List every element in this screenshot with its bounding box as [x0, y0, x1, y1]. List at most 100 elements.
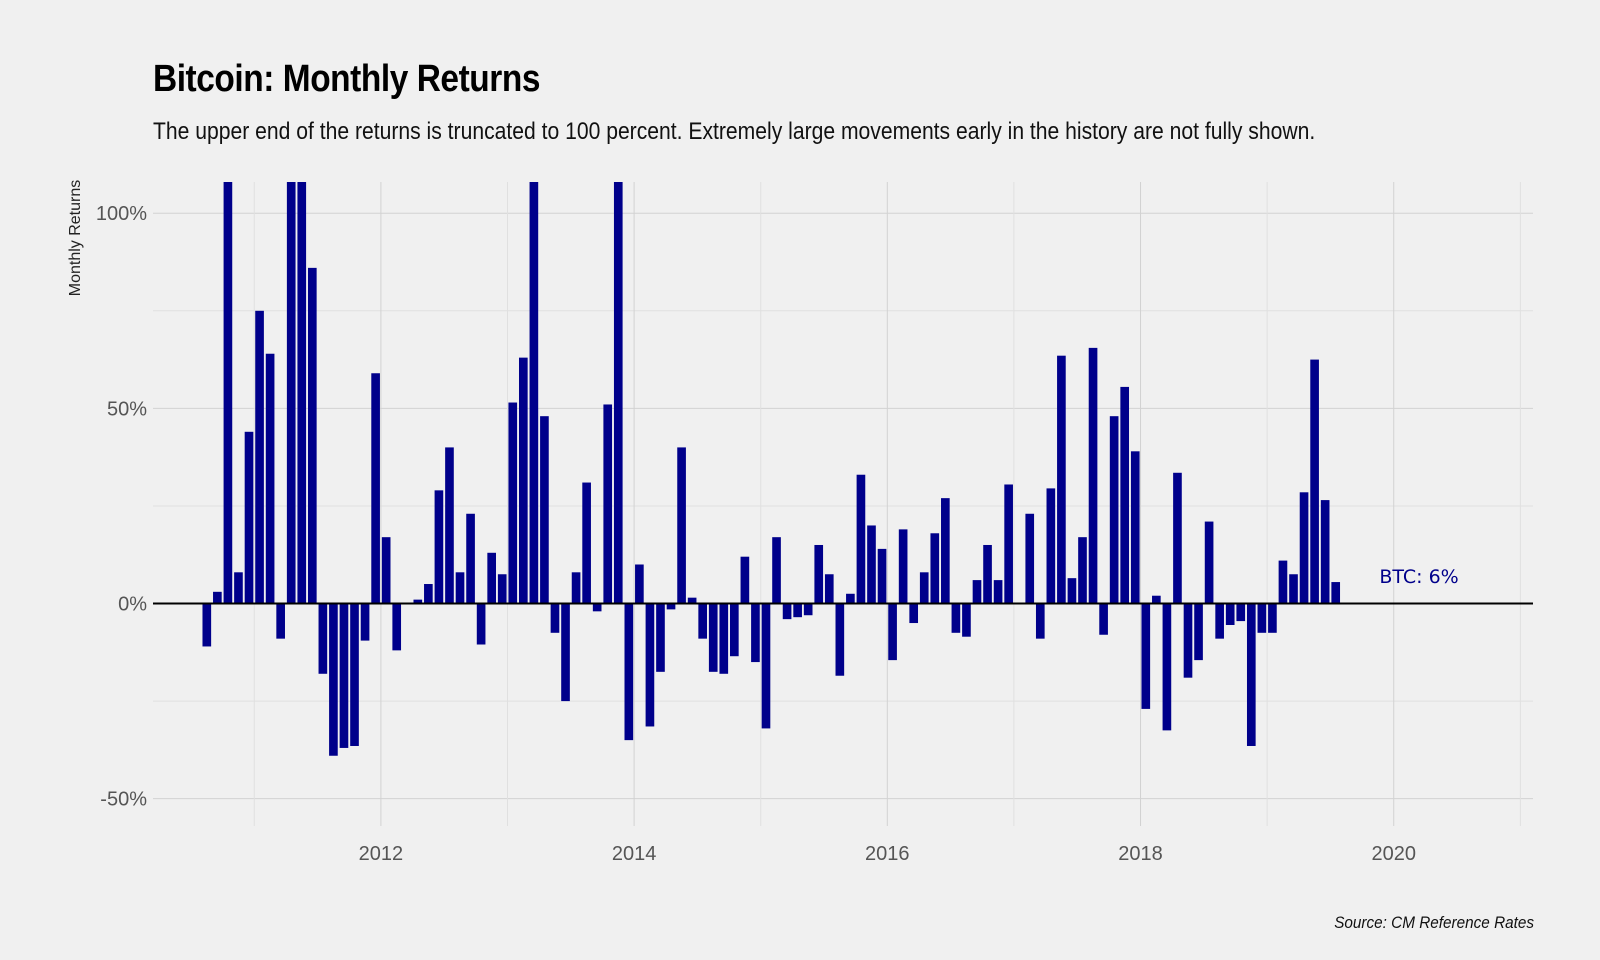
bar: [603, 404, 613, 604]
axes: -50% 0% 50% 100% 2012 2014 2016 2018 2020: [96, 203, 1533, 865]
bar: [1099, 603, 1108, 635]
bar: [360, 603, 370, 641]
bar: [1299, 492, 1309, 604]
bar: [1109, 416, 1119, 604]
bar: [265, 353, 275, 604]
bar: [1120, 386, 1130, 604]
y-axis-label: Monthly Returns: [67, 180, 84, 297]
bar: [476, 603, 486, 645]
bar: [687, 597, 697, 604]
bar: [867, 525, 876, 604]
bar: [772, 537, 781, 604]
bar: [455, 572, 465, 604]
bar: [1278, 560, 1288, 604]
bar: [793, 603, 802, 618]
bar: [1225, 603, 1235, 625]
bar: [730, 603, 739, 657]
bar: [1236, 603, 1246, 622]
bar: [1046, 488, 1056, 604]
bar: [381, 537, 391, 604]
bar: [751, 603, 760, 663]
bar: [635, 564, 644, 604]
bar: [803, 603, 813, 616]
bar: [1268, 603, 1277, 633]
bar: [466, 513, 475, 604]
bar: [1289, 574, 1298, 604]
bar: [445, 447, 454, 604]
bar: [329, 603, 338, 756]
bar: [656, 603, 665, 672]
bar: [592, 603, 602, 612]
bar: [835, 603, 845, 676]
bar: [814, 544, 824, 604]
bar: [919, 572, 929, 604]
bar: [1088, 347, 1098, 604]
bar: [1162, 603, 1172, 731]
bar: [1173, 472, 1182, 604]
chart-subtitle: The upper end of the returns is truncate…: [153, 118, 1316, 145]
bar: [698, 603, 708, 639]
bar: [740, 556, 750, 604]
bar: [1246, 603, 1256, 746]
bar: [582, 482, 591, 604]
bar: [508, 402, 518, 604]
bar: [1035, 603, 1045, 639]
bar: [234, 572, 243, 604]
bar: [213, 591, 222, 604]
source-caption: Source: CM Reference Rates: [1334, 913, 1534, 932]
bar: [1004, 484, 1013, 604]
bar: [613, 182, 623, 604]
bar: [993, 580, 1003, 604]
bar: [846, 593, 855, 604]
bar: [898, 529, 908, 604]
bar: [719, 603, 729, 674]
bar: [434, 490, 444, 604]
bar: [307, 267, 317, 604]
bar: [1331, 582, 1341, 604]
bar: [1215, 603, 1224, 639]
bar: [202, 603, 212, 647]
bar: [571, 572, 581, 604]
bar: [529, 182, 539, 604]
bar: [708, 603, 718, 672]
y-tick-label: -50%: [100, 789, 147, 811]
bar: [856, 474, 866, 604]
bar: [550, 603, 560, 633]
bar: [255, 310, 264, 604]
bar: [286, 182, 296, 604]
bar: [497, 574, 507, 604]
bar: [1078, 537, 1087, 604]
bar: [1183, 603, 1193, 678]
bar: [339, 603, 349, 748]
bar: [666, 603, 676, 610]
bar: [983, 544, 992, 604]
bar: [518, 357, 528, 604]
bar: [1141, 603, 1151, 709]
bar: [1057, 355, 1066, 604]
bar: [888, 603, 897, 661]
bar: [244, 431, 254, 604]
bar: [1025, 513, 1035, 604]
bar: [962, 603, 971, 637]
bar: [930, 533, 940, 604]
bar: [909, 603, 919, 624]
bar: [1204, 521, 1214, 604]
x-tick-label: 2012: [359, 843, 404, 865]
bar: [782, 603, 792, 620]
bar-series: [202, 182, 1341, 756]
y-tick-label: 100%: [96, 203, 147, 225]
bar: [1310, 359, 1319, 604]
btc-annotation: BTC: 6%: [1379, 566, 1458, 588]
bar: [677, 447, 686, 604]
bar: [318, 603, 328, 674]
x-tick-label: 2016: [865, 843, 910, 865]
x-tick-label: 2018: [1118, 843, 1163, 865]
bar: [761, 603, 771, 729]
bar: [424, 584, 433, 604]
bar: [941, 498, 950, 604]
bar: [824, 574, 834, 604]
y-tick-label: 0%: [118, 594, 147, 616]
bar: [972, 580, 982, 604]
bar: [371, 373, 380, 604]
